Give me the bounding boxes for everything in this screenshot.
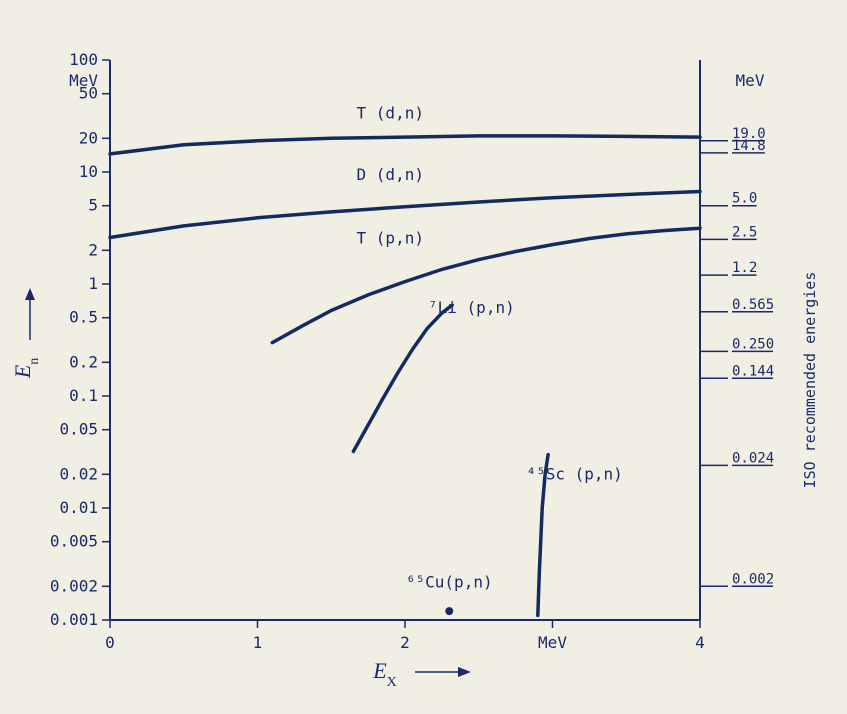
iso-energy-label: 0.144 bbox=[732, 363, 774, 379]
curve-T-d-n bbox=[110, 136, 700, 154]
y-tick-label: 10 bbox=[79, 162, 98, 181]
chart-svg: 0 1 2 MeV 4 0.001 0.002 0.005 0.01 0.02 0.05 0.1 0.2… bbox=[0, 0, 847, 714]
x-tick-label: 4 bbox=[695, 633, 705, 652]
curve-label-D-d-n: D (d,n) bbox=[357, 165, 424, 184]
iso-energy-label: 1.2 bbox=[732, 260, 757, 276]
curve-label-Sc45-p-n: ⁴⁵Sc (p,n) bbox=[526, 464, 622, 483]
x-axis-title: EX bbox=[372, 658, 397, 690]
y-tick-label: 20 bbox=[79, 128, 98, 147]
y-tick-label: 100 bbox=[69, 50, 98, 69]
y-tick-label: 1 bbox=[88, 274, 98, 293]
marker-label-Cu65-p-n: ⁶⁵Cu(p,n) bbox=[406, 572, 493, 591]
x-tick-label: 2 bbox=[400, 633, 410, 652]
curve-label-Li7-p-n: ⁷Li (p,n) bbox=[428, 298, 515, 317]
y-axis-title: En bbox=[10, 358, 42, 379]
x-axis-arrow-head bbox=[458, 667, 471, 677]
iso-energy-label: 14.8 bbox=[732, 138, 766, 154]
y-tick-label: 0.02 bbox=[59, 464, 98, 483]
y-tick-label: 5 bbox=[88, 196, 98, 215]
iso-energy-label: 5.0 bbox=[732, 191, 757, 207]
iso-energy-label: 2.5 bbox=[732, 224, 757, 240]
x-tick-label: 0 bbox=[105, 633, 115, 652]
curve-label-T-p-n: T (p,n) bbox=[357, 228, 424, 247]
y-tick-label: 0.01 bbox=[59, 498, 98, 517]
y-tick-label: 0.05 bbox=[59, 420, 98, 439]
y-axis-arrow-head bbox=[25, 288, 35, 300]
y-tick-label: 0.002 bbox=[50, 576, 98, 595]
iso-unit-label: MeV bbox=[736, 71, 765, 90]
y-tick-label: 0.5 bbox=[69, 308, 98, 327]
iso-axis-title: ISO recommended energies bbox=[801, 272, 819, 489]
marker-Cu65-p-n bbox=[445, 607, 453, 615]
y-unit-label: MeV bbox=[69, 71, 98, 90]
y-tick-label: 0.1 bbox=[69, 386, 98, 405]
neutron-energy-chart: 0 1 2 MeV 4 0.001 0.002 0.005 0.01 0.02 0.05 0.1 0.2… bbox=[0, 0, 847, 714]
x-unit-label: MeV bbox=[538, 633, 567, 652]
iso-energy-label: 0.565 bbox=[732, 297, 774, 313]
y-tick-label: 0.005 bbox=[50, 532, 98, 551]
y-tick-label: 0.001 bbox=[50, 610, 98, 629]
iso-energy-label: 0.024 bbox=[732, 450, 774, 466]
y-tick-label: 0.2 bbox=[69, 352, 98, 371]
curve-T-p-n bbox=[272, 228, 700, 342]
curve-label-T-d-n: T (d,n) bbox=[357, 104, 424, 123]
y-tick-label: 2 bbox=[88, 240, 98, 259]
iso-energy-label: 0.002 bbox=[732, 571, 774, 587]
curve-Li7-p-n bbox=[353, 305, 452, 451]
x-tick-label: 1 bbox=[253, 633, 263, 652]
iso-energy-label: 0.250 bbox=[732, 336, 774, 352]
